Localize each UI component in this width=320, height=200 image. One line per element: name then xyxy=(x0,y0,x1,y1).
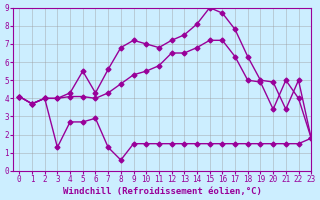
X-axis label: Windchill (Refroidissement éolien,°C): Windchill (Refroidissement éolien,°C) xyxy=(63,187,261,196)
